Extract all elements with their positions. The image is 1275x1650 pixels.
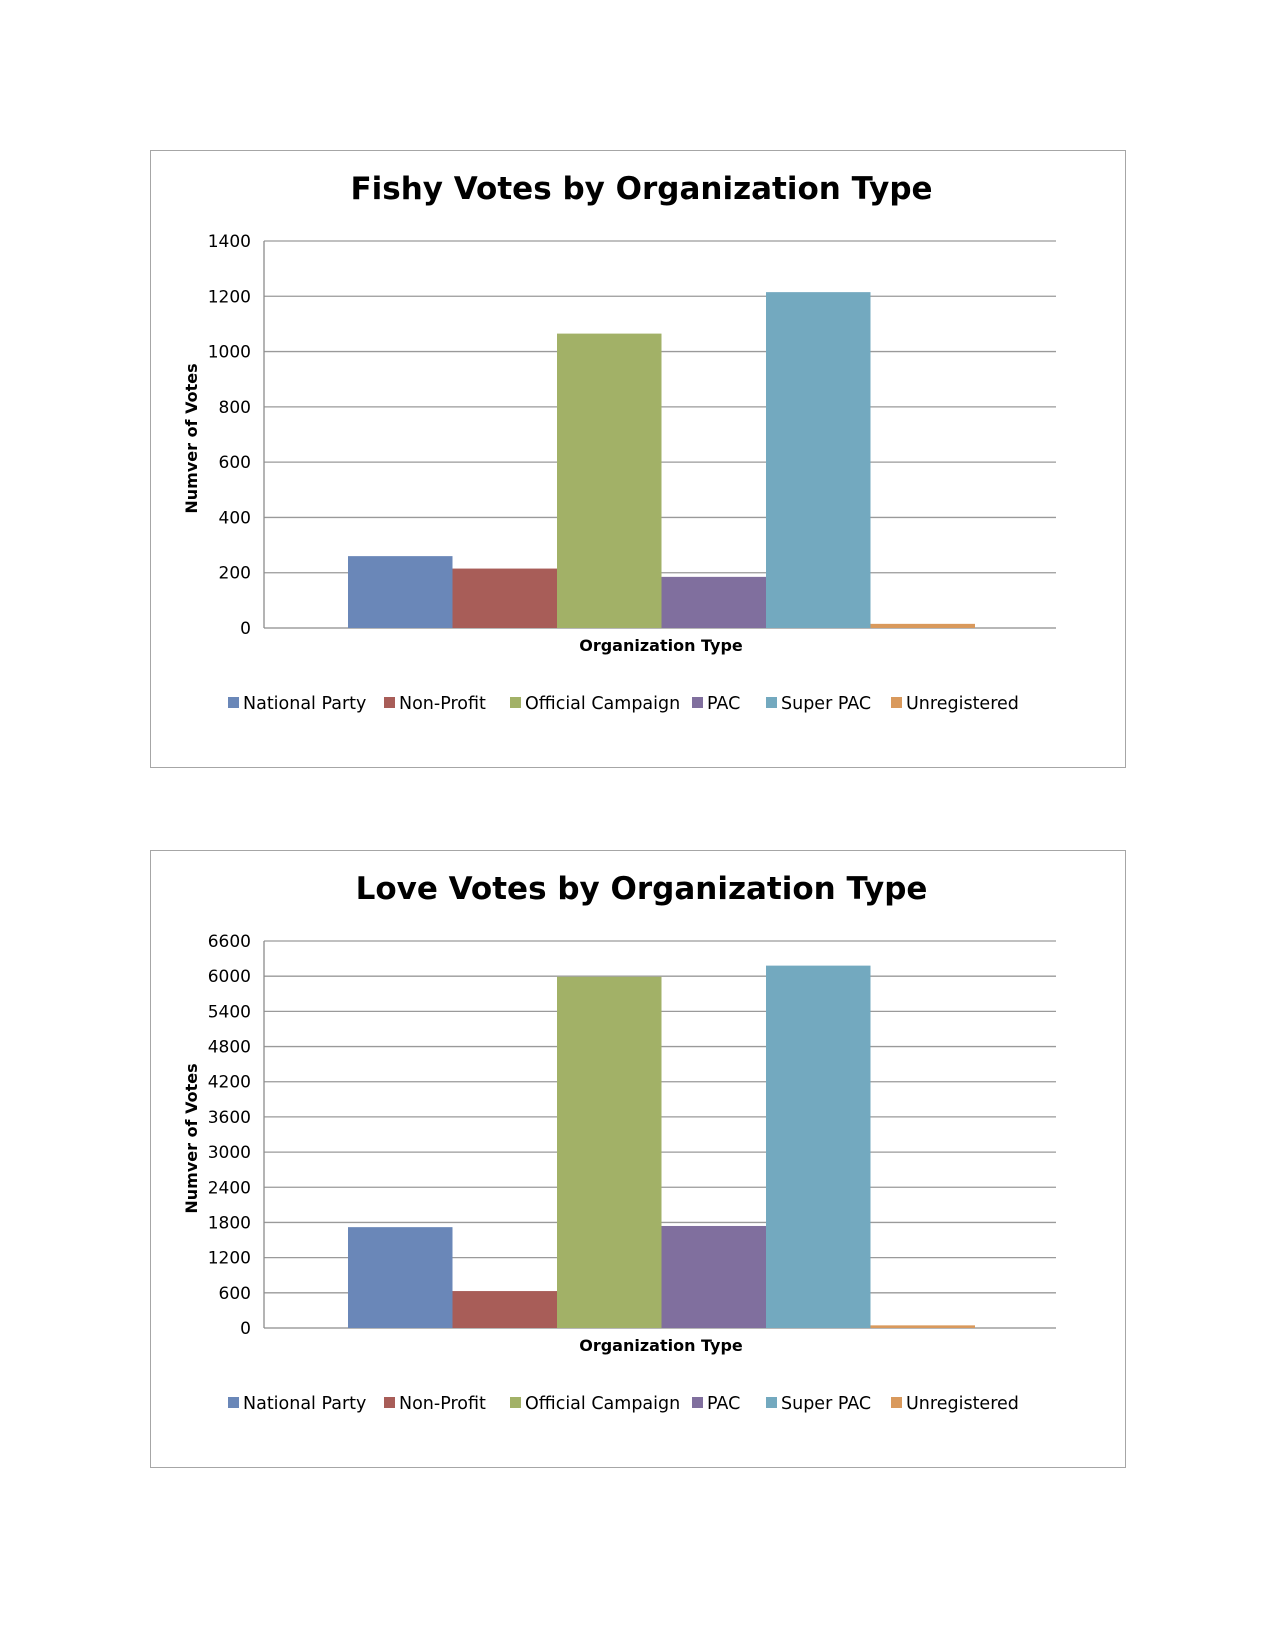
- bar-official-campaign: [557, 333, 662, 628]
- bar-non-profit: [452, 568, 557, 628]
- y-tick-label: 1800: [208, 1213, 251, 1233]
- y-tick-label: 600: [219, 1284, 251, 1304]
- legend-swatch: [692, 1397, 703, 1408]
- legend-swatch: [766, 697, 777, 708]
- bar-unregistered: [870, 1325, 975, 1328]
- chart-title: Love Votes by Organization Type: [356, 871, 928, 907]
- y-tick-label: 5400: [208, 1002, 251, 1022]
- bar-pac: [661, 576, 766, 628]
- fishy-votes-chart: Fishy Votes by Organization Type 0 200 400 6…: [150, 150, 1126, 768]
- legend-label: Official Campaign: [525, 1394, 680, 1414]
- love-votes-chart-svg: Love Votes by Organization Type 0 600 1200 1…: [182, 871, 1056, 1414]
- legend-swatch: [510, 1397, 521, 1408]
- fishy-votes-chart-svg: Fishy Votes by Organization Type 0 200 400 6…: [182, 171, 1056, 714]
- y-tick-label: 1200: [208, 1249, 251, 1269]
- legend-label: Unregistered: [906, 694, 1019, 714]
- y-tick-label: 3600: [208, 1108, 251, 1128]
- y-tick-label: 600: [219, 453, 251, 473]
- legend-label: PAC: [707, 694, 740, 714]
- bar-non-profit: [452, 1291, 557, 1328]
- y-tick-label: 800: [219, 398, 251, 418]
- legend-swatch: [510, 697, 521, 708]
- y-tick-label: 1400: [208, 232, 251, 252]
- y-tick-label: 4800: [208, 1038, 251, 1058]
- y-axis-title: Numver of Votes: [182, 1063, 201, 1213]
- legend-label: National Party: [243, 1394, 366, 1414]
- legend-label: Non-Profit: [399, 694, 486, 714]
- y-tick-label: 6000: [208, 967, 251, 987]
- x-axis-title: Organization Type: [579, 1336, 743, 1355]
- bar-super-pac: [766, 965, 871, 1328]
- y-axis-title: Numver of Votes: [182, 363, 201, 513]
- legend-label: Non-Profit: [399, 1394, 486, 1414]
- y-tick-label: 6600: [208, 932, 251, 952]
- legend-swatch: [766, 1397, 777, 1408]
- y-tick-label: 0: [240, 619, 251, 639]
- bar-national-party: [348, 556, 453, 628]
- y-tick-label: 1200: [208, 287, 251, 307]
- legend-swatch: [228, 697, 239, 708]
- legend-swatch: [891, 1397, 902, 1408]
- legend-label: Super PAC: [781, 694, 871, 714]
- legend-swatch: [228, 1397, 239, 1408]
- bar-super-pac: [766, 292, 871, 628]
- y-tick-label: 2400: [208, 1178, 251, 1198]
- legend-swatch: [692, 697, 703, 708]
- legend-label: National Party: [243, 694, 366, 714]
- y-tick-label: 3000: [208, 1143, 251, 1163]
- bar-pac: [661, 1225, 766, 1328]
- y-tick-label: 400: [219, 508, 251, 528]
- bar-unregistered: [870, 623, 975, 628]
- y-tick-label: 4200: [208, 1073, 251, 1093]
- love-votes-chart: Love Votes by Organization Type 0 600 1200 1…: [150, 850, 1126, 1468]
- legend-label: Unregistered: [906, 1394, 1019, 1414]
- x-axis-title: Organization Type: [579, 636, 743, 655]
- bar-official-campaign: [557, 976, 662, 1328]
- legend-swatch: [384, 1397, 395, 1408]
- legend-swatch: [384, 697, 395, 708]
- bar-national-party: [348, 1227, 453, 1328]
- legend-swatch: [891, 697, 902, 708]
- legend-label: Super PAC: [781, 1394, 871, 1414]
- chart-title: Fishy Votes by Organization Type: [350, 171, 932, 207]
- y-tick-label: 1000: [208, 343, 251, 363]
- legend-label: Official Campaign: [525, 694, 680, 714]
- legend-label: PAC: [707, 1394, 740, 1414]
- y-tick-label: 0: [240, 1319, 251, 1339]
- y-tick-label: 200: [219, 564, 251, 584]
